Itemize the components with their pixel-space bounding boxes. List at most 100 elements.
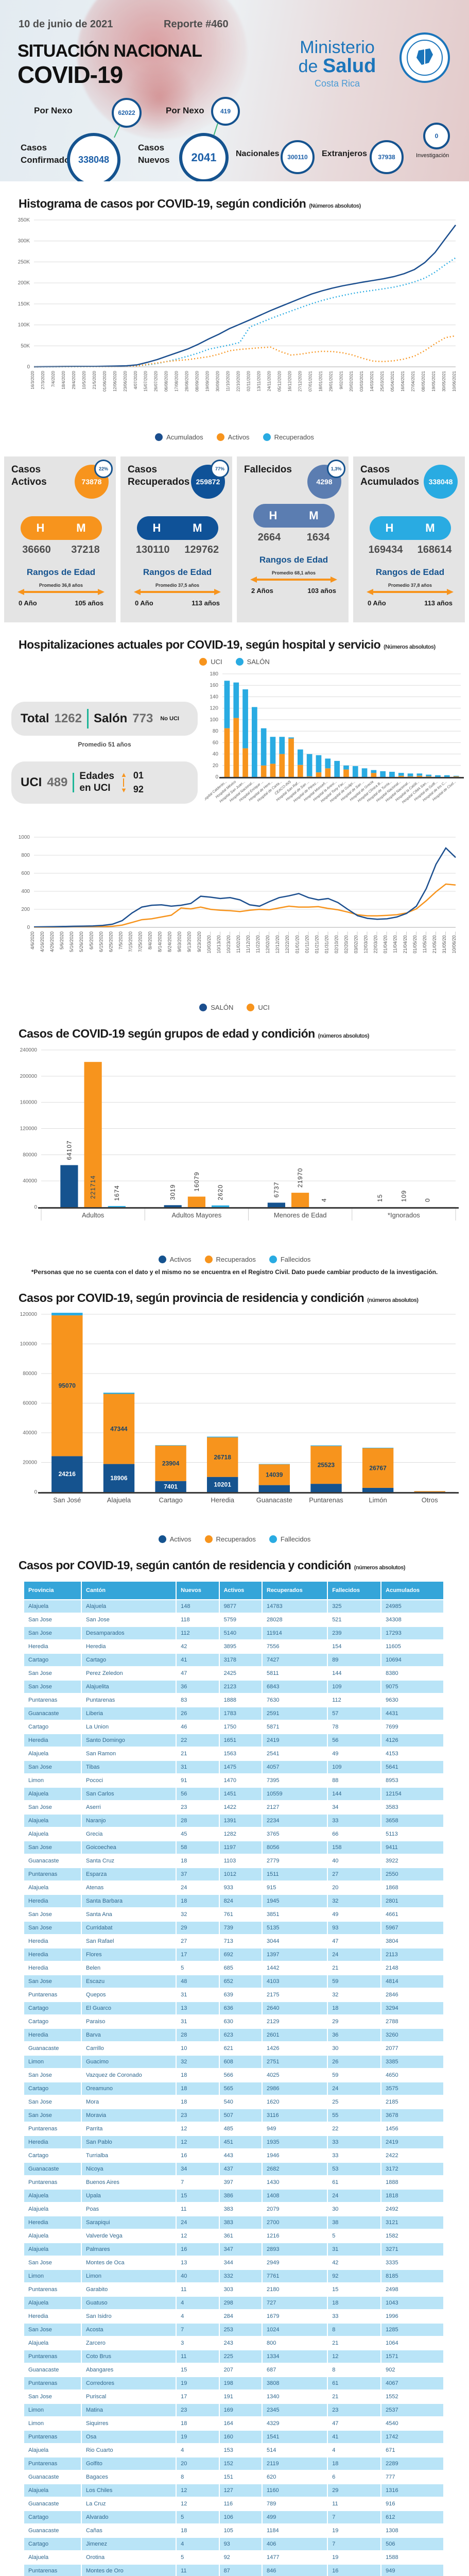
table-cell: Alvarado <box>82 2511 176 2523</box>
table-cell: 2949 <box>263 2257 327 2269</box>
prov-svg: 0 20000 40000 60000 80000 100000 120000 24216 95… <box>20 1312 459 1504</box>
svg-text:10/23/20...: 10/23/20... <box>226 931 231 954</box>
table-cell: Alajuela <box>24 2484 81 2497</box>
rangos-de-edad-label: Rangos de Edad <box>26 567 96 577</box>
svg-text:0: 0 <box>34 1205 37 1210</box>
table-cell: 4431 <box>381 1707 443 1720</box>
table-cell: 1511 <box>263 1868 327 1880</box>
table-cell: 18 <box>328 2458 381 2470</box>
table-cell: Heredia <box>24 1734 81 1747</box>
table-cell: El Guarco <box>82 2002 176 2014</box>
card-title: Casos Acumulados <box>360 464 420 487</box>
svg-text:29/01/2021: 29/01/2021 <box>328 370 333 392</box>
table-cell: San Jose <box>24 2324 81 2336</box>
table-cell: 7 <box>328 2538 381 2550</box>
table-row: Alajuela Palmares 16 347 2893 31 3271 <box>24 2243 443 2256</box>
table-cell: 2640 <box>263 2002 327 2014</box>
table-cell: 47 <box>177 1667 219 1680</box>
card-percent-bubble: 22% <box>94 460 113 478</box>
bar-segment <box>242 748 248 777</box>
table-row: Limon Siquirres 18 164 4329 47 4540 <box>24 2417 443 2430</box>
svg-text:9/02/2021: 9/02/2021 <box>339 370 343 389</box>
table-cell: 2425 <box>219 1667 262 1680</box>
bar-segment <box>258 1464 290 1465</box>
svg-text:01/21/20...: 01/21/20... <box>314 931 319 954</box>
table-cell: 612 <box>381 2511 443 2523</box>
table-cell: Curridabat <box>82 1922 176 1934</box>
table-cell: 3765 <box>263 1828 327 1840</box>
table-cell: 1426 <box>263 2042 327 2055</box>
svg-text:06/08/2020: 06/08/2020 <box>164 370 169 392</box>
h-value: 2664 <box>257 531 281 543</box>
table-row: San Jose Montes de Oca 13 344 2949 42 3335 <box>24 2257 443 2269</box>
svg-text:12/12/20...: 12/12/20... <box>275 931 280 954</box>
table-cell: 383 <box>219 2203 262 2215</box>
table-cell: Cartago <box>24 1721 81 1733</box>
table-cell: 2119 <box>263 2458 327 2470</box>
table-cell: 12154 <box>381 1788 443 1800</box>
svg-text:01/05/20...: 01/05/20... <box>412 931 418 954</box>
card-value-bubble: 338048 <box>424 465 458 499</box>
table-cell: 24 <box>177 1882 219 1894</box>
table-cell: 89 <box>328 1654 381 1666</box>
table-cell: Cartago <box>24 2002 81 2014</box>
hospital-bar-chart: 0 20 40 60 80 100 120 140 160 180 Hospital Calderó… <box>201 666 465 823</box>
svg-text:5/26/2020: 5/26/2020 <box>79 931 84 952</box>
table-cell: Guanacaste <box>24 2163 81 2175</box>
table-cell: 29 <box>177 1922 219 1934</box>
legend-dot-icon <box>235 658 244 666</box>
svg-text:20000: 20000 <box>23 1460 37 1466</box>
svg-text:7401: 7401 <box>164 1483 178 1490</box>
table-cell: Limon <box>24 2270 81 2282</box>
table-cell: 10 <box>177 2042 219 2055</box>
table-cell: 207 <box>219 2364 262 2376</box>
table-cell: Acosta <box>82 2324 176 2336</box>
table-cell: 1945 <box>263 1895 327 1907</box>
table-cell: 1391 <box>219 1815 262 1827</box>
legend-dot-icon <box>204 1256 213 1263</box>
svg-text:21970: 21970 <box>297 1168 304 1188</box>
svg-text:31/05/20...: 31/05/20... <box>442 931 447 954</box>
hist-svg: 0 50K 100K 150K 200K 250K 300K 350K 16/3/2020 27/… <box>18 217 457 392</box>
svg-text:16/04/2021: 16/04/2021 <box>401 370 405 392</box>
table-cell: Puntarenas <box>82 1694 176 1706</box>
table-cell: 1043 <box>381 2297 443 2309</box>
svg-text:21/04/20...: 21/04/20... <box>403 931 408 954</box>
svg-text:27/3/2020: 27/3/2020 <box>41 370 45 389</box>
table-cell: 49 <box>328 1748 381 1760</box>
investigacion-label: Investigación <box>416 152 449 159</box>
table-cell: 1397 <box>263 1948 327 1961</box>
svg-text:100: 100 <box>210 717 218 723</box>
table-cell: 32 <box>177 2056 219 2068</box>
table-cell: 105 <box>219 2524 262 2537</box>
table-cell: 789 <box>263 2498 327 2510</box>
table-cell: 1996 <box>381 2310 443 2323</box>
table-cell: Limon <box>24 2056 81 2068</box>
card-title: Casos Recuperados <box>128 464 190 487</box>
table-cell: 15 <box>328 2283 381 2296</box>
legend-dot-icon <box>155 433 163 441</box>
table-cell: 32 <box>328 1895 381 1907</box>
table-cell: 361 <box>219 2230 262 2242</box>
table-cell: 1888 <box>381 2176 443 2189</box>
table-row: Puntarenas Quepos 31 639 2175 32 2846 <box>24 1989 443 2001</box>
table-cell: Jimenez <box>82 2538 176 2550</box>
svg-text:150K: 150K <box>18 301 30 307</box>
table-cell: 158 <box>328 1841 381 1854</box>
table-cell: 33 <box>328 2310 381 2323</box>
legend-dot-icon <box>269 1535 277 1543</box>
table-cell: Puntarenas <box>24 2283 81 2296</box>
table-cell: Guatuso <box>82 2297 176 2309</box>
table-cell: 8 <box>177 2471 219 2483</box>
svg-text:350K: 350K <box>18 217 30 223</box>
table-cell: 4067 <box>381 2377 443 2389</box>
table-cell: 2345 <box>263 2404 327 2416</box>
svg-text:12/22/20...: 12/22/20... <box>285 931 290 954</box>
connector-line <box>213 123 218 135</box>
table-cell: 24985 <box>381 1600 443 1613</box>
table-row: Guanacaste Cañas 18 105 1184 19 1308 <box>24 2524 443 2537</box>
table-cell: 7427 <box>263 1654 327 1666</box>
age-footnote: *Personas que no se cuenta con el dato y… <box>31 1268 438 1276</box>
canton-table: Provincia Cantón Nuevos Activos Recuperados F… <box>23 1581 444 2576</box>
table-cell: 7 <box>177 2176 219 2189</box>
